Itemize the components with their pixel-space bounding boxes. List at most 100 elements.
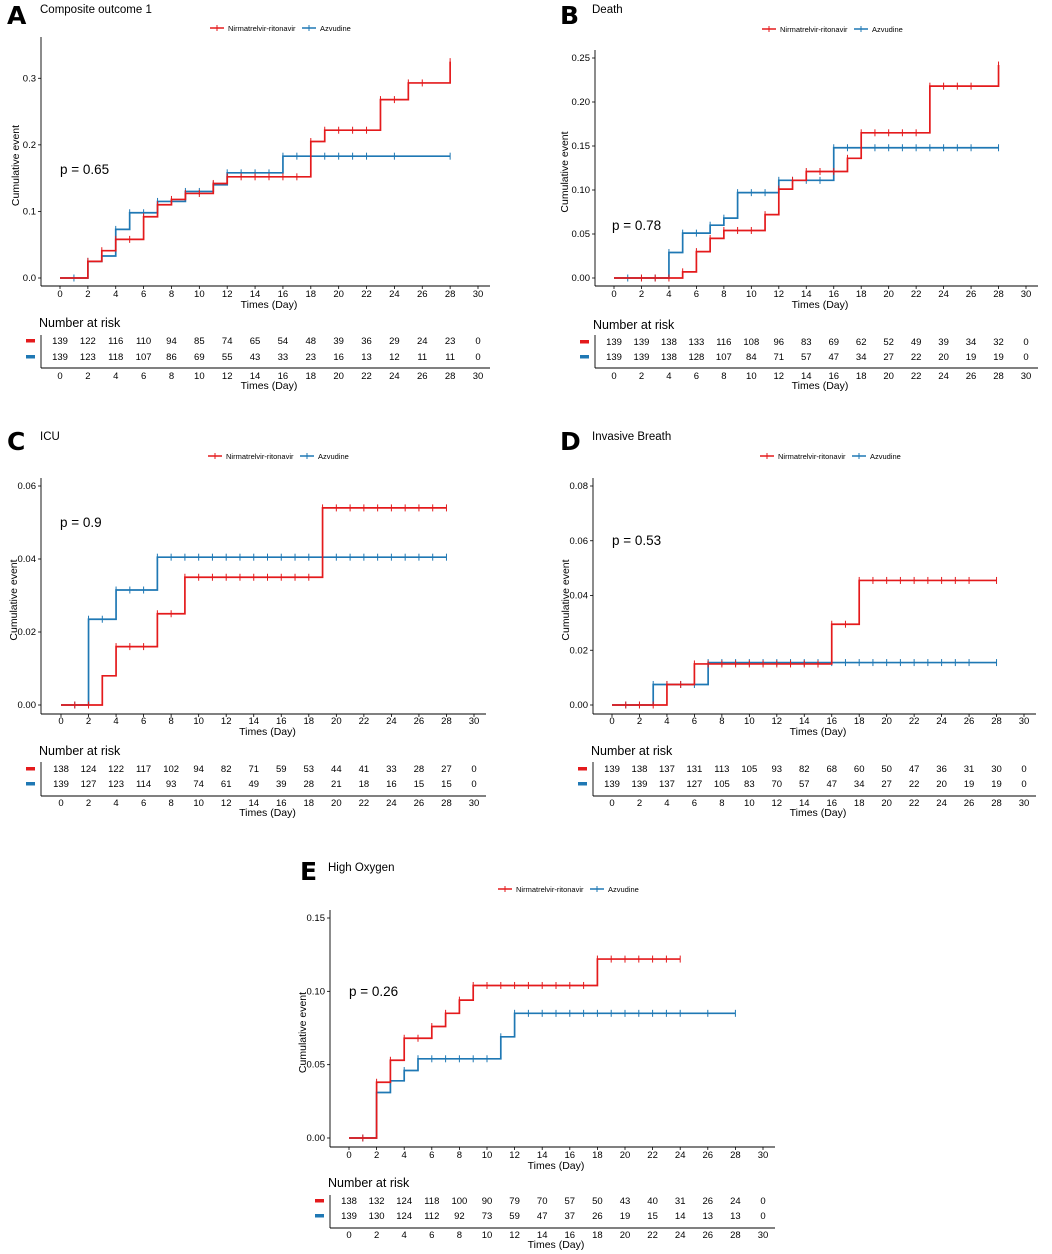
x-tick-label: 24: [389, 289, 400, 300]
risk-x-tick-label: 8: [169, 371, 174, 382]
p-value: p = 0.9: [60, 515, 102, 530]
series-lines: [60, 58, 451, 282]
x-tick-label: 24: [938, 289, 949, 300]
x-tick-label: 20: [620, 1150, 631, 1161]
y-tick-label: 0.06: [18, 481, 37, 492]
panel-letter: A: [7, 1, 27, 30]
risk-count-azvudine: 27: [881, 779, 892, 790]
risk-x-tick-label: 20: [883, 371, 894, 382]
x-tick-label: 12: [509, 1150, 520, 1161]
risk-x-tick-label: 24: [938, 371, 949, 382]
risk-count-azvudine: 27: [883, 352, 894, 363]
x-tick-label: 16: [828, 289, 839, 300]
risk-count-azvudine: 13: [703, 1211, 714, 1222]
risk-count-azvudine: 34: [856, 352, 867, 363]
risk-x-tick-label: 8: [168, 798, 173, 809]
risk-x-tick-label: 10: [194, 371, 205, 382]
risk-row-swatch-azvudine: [315, 1214, 324, 1218]
x-tick-label: 8: [168, 716, 173, 727]
risk-count-nirmatrelvir: 53: [304, 764, 315, 775]
risk-row-swatch-azvudine: [26, 782, 35, 786]
legend-label-azvudine: Azvudine: [870, 452, 901, 461]
risk-count-nirmatrelvir: 50: [592, 1196, 603, 1207]
risk-x-tick-label: 14: [801, 371, 812, 382]
risk-count-nirmatrelvir: 50: [881, 764, 892, 775]
x-tick-label: 12: [221, 716, 232, 727]
y-tick-label: 0.00: [572, 273, 591, 284]
x-tick-label: 4: [666, 289, 671, 300]
x-tick-label: 6: [141, 716, 146, 727]
x-tick-label: 14: [248, 716, 259, 727]
risk-row-swatch-azvudine: [580, 355, 589, 359]
x-tick-label: 16: [276, 716, 287, 727]
risk-count-nirmatrelvir: 94: [193, 764, 204, 775]
risk-count-azvudine: 124: [396, 1211, 412, 1222]
legend-label-nirmatrelvir: Nirmatrelvir-ritonavir: [516, 885, 584, 894]
risk-x-tick-label: 4: [113, 798, 118, 809]
y-tick-label: 0.08: [570, 481, 589, 492]
risk-count-nirmatrelvir: 122: [80, 336, 96, 347]
risk-count-azvudine: 33: [278, 352, 289, 363]
risk-count-nirmatrelvir: 83: [801, 337, 812, 348]
p-value: p = 0.26: [349, 984, 398, 999]
panel-title: Invasive Breath: [592, 431, 671, 443]
x-tick-label: 10: [482, 1150, 493, 1161]
legend-label-nirmatrelvir: Nirmatrelvir-ritonavir: [780, 25, 848, 34]
x-tick-label: 18: [856, 289, 867, 300]
risk-x-tick-label: 22: [647, 1230, 658, 1241]
x-tick-label: 10: [746, 289, 757, 300]
y-axis-ticks: 0.00 0.05 0.10 0.15 0.20 0.25: [572, 53, 595, 284]
risk-x-tick-label: 26: [417, 371, 428, 382]
risk-x-tick-label: 22: [361, 371, 372, 382]
panel-letter: E: [300, 857, 317, 886]
x-tick-label: 30: [469, 716, 480, 727]
risk-count-azvudine: 127: [686, 779, 702, 790]
x-tick-label: 28: [991, 716, 1002, 727]
x-tick-label: 2: [637, 716, 642, 727]
risk-count-azvudine: 14: [675, 1211, 686, 1222]
risk-count-azvudine: 16: [333, 352, 344, 363]
x-tick-label: 8: [721, 289, 726, 300]
y-tick-label: 0.00: [570, 700, 589, 711]
risk-x-tick-label: 12: [221, 798, 232, 809]
y-tick-label: 0.00: [307, 1133, 326, 1144]
risk-count-nirmatrelvir: 57: [565, 1196, 576, 1207]
risk-count-azvudine: 28: [304, 779, 315, 790]
legend: Nirmatrelvir-ritonavir Azvudine: [498, 885, 639, 894]
x-tick-label: 0: [346, 1150, 351, 1161]
risk-count-azvudine: 127: [81, 779, 97, 790]
risk-x-tick-label: 22: [909, 798, 920, 809]
y-tick-label: 0.04: [18, 554, 37, 565]
risk-count-azvudine: 139: [634, 352, 650, 363]
x-tick-label: 26: [414, 716, 425, 727]
risk-x-tick-label: 14: [799, 798, 810, 809]
y-axis-ticks: 0.00 0.05 0.10 0.15: [307, 913, 330, 1144]
legend-label-nirmatrelvir: Nirmatrelvir-ritonavir: [226, 452, 294, 461]
risk-x-tick-label: 2: [637, 798, 642, 809]
risk-x-tick-label: 22: [911, 371, 922, 382]
risk-count-azvudine: 47: [537, 1211, 548, 1222]
panel-title: ICU: [40, 431, 60, 443]
panel-letter: B: [560, 1, 579, 30]
x-tick-label: 26: [417, 289, 428, 300]
risk-count-nirmatrelvir: 79: [509, 1196, 520, 1207]
x-tick-label: 18: [854, 716, 865, 727]
risk-x-tick-label: 26: [964, 798, 975, 809]
y-axis-ticks: 0.00 0.02 0.04 0.06: [18, 481, 41, 711]
risk-x-tick-label: 14: [250, 371, 261, 382]
risk-x-tick-label: 26: [414, 798, 425, 809]
risk-x-axis-label: Times (Day): [790, 807, 847, 819]
risk-count-azvudine: 34: [854, 779, 865, 790]
x-axis-ticks: 0 2 4 6 8 10 12 14 16 18 20 22 24 26 28 30: [611, 286, 1031, 300]
risk-count-nirmatrelvir: 31: [675, 1196, 686, 1207]
risk-x-tick-label: 20: [331, 798, 342, 809]
risk-count-nirmatrelvir: 71: [248, 764, 259, 775]
risk-count-nirmatrelvir: 34: [966, 337, 977, 348]
risk-count-azvudine: 43: [250, 352, 261, 363]
risk-table: 138 132 124 118 100 90 79 70 57 50 43 40 31 26 24 0 139 1…: [315, 1196, 766, 1222]
risk-count-azvudine: 118: [108, 352, 123, 363]
risk-count-nirmatrelvir: 24: [417, 336, 428, 347]
x-tick-label: 8: [719, 716, 724, 727]
x-tick-label: 28: [441, 716, 452, 727]
risk-count-nirmatrelvir: 93: [772, 764, 783, 775]
